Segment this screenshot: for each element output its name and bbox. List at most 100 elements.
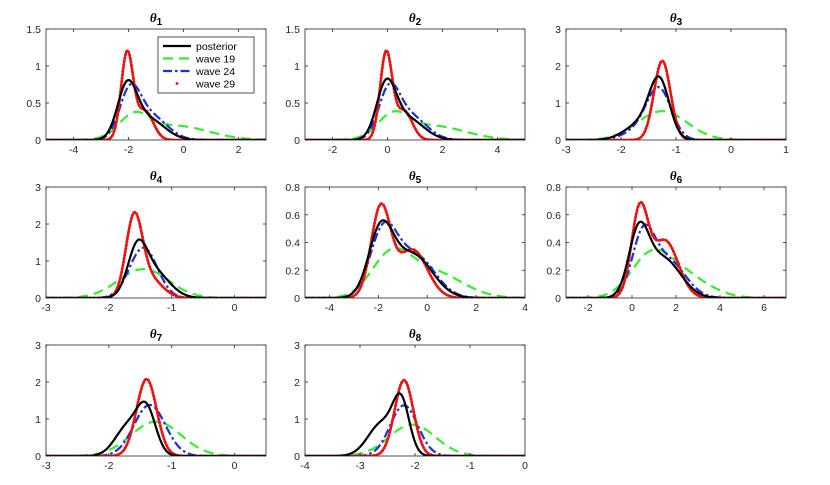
x-tick-label: -4 (300, 460, 309, 472)
y-tick-label: 0.2 (546, 265, 561, 277)
y-tick-label: 0 (294, 451, 300, 463)
panel-theta-6: -2 0 2 4 6 0 0.2 0.4 0.6 0.8 θ6 (546, 168, 787, 314)
x-tick-label: -1 (167, 302, 176, 314)
y-tick-label: 0 (294, 135, 300, 147)
x-tick-label: -2 (583, 302, 592, 314)
series-line-wave29 (46, 49, 266, 140)
x-tick-label: -3 (41, 302, 50, 314)
y-tick-label: 1 (294, 61, 300, 73)
series-line-wave19 (305, 246, 525, 298)
x-tick-label: -1 (671, 144, 680, 156)
panel-title: θ5 (409, 168, 422, 186)
x-tick-label: -2 (616, 144, 625, 156)
x-tick-label: -4 (69, 144, 78, 156)
y-tick-label: 0.5 (285, 98, 300, 110)
y-tick-label: 2 (35, 219, 41, 231)
panel-title: θ4 (150, 168, 163, 186)
x-tick-label: 4 (495, 144, 501, 156)
x-tick-label: -4 (325, 302, 334, 314)
panel-title: θ7 (150, 326, 163, 344)
x-tick-label: -1 (465, 460, 474, 472)
legend-label-wave19: wave 19 (195, 54, 235, 66)
y-tick-label: 1 (555, 98, 561, 110)
panel-theta-3: -3 -2 -1 0 1 0 1 2 3 θ3 (555, 10, 789, 156)
y-tick-label: 3 (35, 182, 41, 194)
y-tick-label: 0.6 (285, 210, 300, 222)
x-tick-label: 0 (522, 460, 528, 472)
y-tick-label: 3 (35, 340, 41, 352)
x-tick-label: -2 (410, 460, 419, 472)
plot-area (305, 345, 525, 456)
legend-marker-wave29 (175, 82, 179, 85)
y-tick-label: 0 (35, 293, 41, 305)
y-tick-label: 2 (294, 377, 300, 389)
panel-title: θ8 (409, 326, 422, 344)
y-tick-label: 0.5 (26, 98, 41, 110)
y-tick-label: 3 (294, 340, 300, 352)
x-tick-label: -2 (124, 144, 133, 156)
y-tick-label: 3 (555, 24, 561, 36)
series-line-posterior (46, 238, 266, 298)
y-tick-label: 2 (555, 61, 561, 73)
y-tick-label: 0 (294, 293, 300, 305)
axes-box (45, 28, 267, 141)
y-tick-label: 0.8 (285, 182, 300, 194)
axes-box (45, 344, 267, 457)
y-tick-label: 0 (35, 451, 41, 463)
series-line-posterior (566, 75, 786, 140)
plot-area (566, 187, 786, 298)
y-tick-label: 0.4 (285, 238, 300, 250)
y-tick-label: 0 (555, 135, 561, 147)
x-tick-label: -3 (355, 460, 364, 472)
plot-area (46, 345, 266, 456)
series-line-wave29 (566, 59, 786, 140)
x-tick-label: 6 (761, 302, 767, 314)
y-tick-label: 1 (35, 61, 41, 73)
y-tick-label: 1.5 (26, 24, 41, 36)
legend-label-wave24: wave 24 (195, 66, 235, 78)
series-line-posterior (305, 392, 525, 456)
x-tick-label: -2 (104, 302, 113, 314)
y-tick-label: 2 (35, 377, 41, 389)
y-tick-label: 1.5 (285, 24, 300, 36)
plot-area (46, 187, 266, 298)
y-tick-label: 1 (294, 414, 300, 426)
x-tick-label: 4 (522, 302, 528, 314)
x-tick-label: -1 (167, 460, 176, 472)
y-tick-label: 0.6 (546, 210, 561, 222)
x-tick-label: 0 (629, 302, 635, 314)
x-tick-label: 2 (440, 144, 446, 156)
x-tick-label: 0 (728, 144, 734, 156)
x-tick-label: 1 (783, 144, 789, 156)
y-tick-label: 1 (35, 414, 41, 426)
x-tick-label: 0 (424, 302, 430, 314)
plot-area (305, 187, 525, 298)
y-tick-label: 0 (555, 293, 561, 305)
plot-area (305, 29, 525, 140)
panel-theta-2: -2 0 2 4 0 0.5 1 1.5 θ2 (285, 10, 526, 156)
axes-box (304, 28, 526, 141)
y-tick-label: 0.4 (546, 238, 561, 250)
panel-theta-4: -3 -2 -1 0 0 1 2 3 θ4 (35, 168, 267, 314)
x-tick-label: 2 (673, 302, 679, 314)
x-tick-label: -2 (328, 144, 337, 156)
panel-theta-8: -4 -3 -2 -1 0 0 1 2 3 θ8 (294, 326, 528, 472)
x-tick-label: -2 (104, 460, 113, 472)
y-tick-label: 1 (35, 256, 41, 268)
x-tick-label: 2 (473, 302, 479, 314)
series-line-wave29 (305, 378, 525, 456)
x-tick-label: -3 (41, 460, 50, 472)
series-line-wave29 (305, 49, 525, 140)
y-tick-label: 0.8 (546, 182, 561, 194)
y-tick-label: 0 (35, 135, 41, 147)
x-tick-label: 0 (385, 144, 391, 156)
panel-theta-5: -4 -2 0 2 4 0 0.2 0.4 0.6 0.8 θ5 (285, 168, 528, 314)
panel-theta-7: -3 -2 -1 0 0 1 2 3 θ7 (35, 326, 267, 472)
x-tick-label: 0 (232, 460, 238, 472)
x-tick-label: 4 (717, 302, 723, 314)
series-line-wave29 (46, 210, 266, 298)
panel-title: θ6 (670, 168, 683, 186)
